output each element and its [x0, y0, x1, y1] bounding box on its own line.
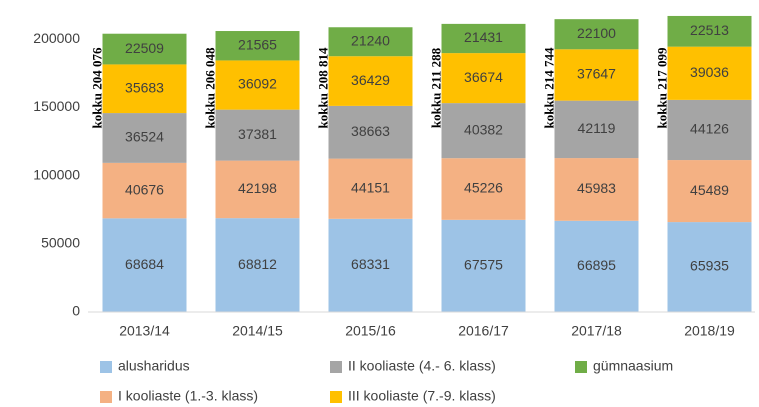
legend-label: gümnaasium: [593, 358, 673, 374]
y-tick-label: 0: [72, 303, 80, 319]
bar-segment: [215, 160, 300, 219]
legend-swatch: [100, 391, 112, 403]
total-annotation: kokku 208 814: [315, 47, 330, 128]
bar-segment: [667, 222, 752, 312]
value-label: 36674: [464, 69, 503, 85]
bar-segment: [441, 158, 526, 220]
x-tick-label: 2018/19: [684, 323, 735, 339]
legend-label: II kooliaste (4.- 6. klass): [348, 358, 496, 374]
y-tick-label: 150000: [33, 98, 80, 114]
value-label: 22509: [125, 40, 164, 56]
value-label: 45226: [464, 180, 503, 196]
value-label: 22513: [690, 22, 729, 38]
value-label: 35683: [125, 79, 164, 95]
bar-segment: [102, 33, 187, 65]
bar-segment: [215, 31, 300, 61]
bar-segment: [215, 60, 300, 110]
bar-segment: [554, 220, 639, 312]
value-label: 67575: [464, 257, 503, 273]
bar-segment: [441, 103, 526, 159]
value-label: 21240: [351, 32, 390, 48]
bar-segment: [441, 53, 526, 104]
x-tick-label: 2016/17: [458, 323, 509, 339]
bar-segment: [667, 15, 752, 47]
bar-segment: [215, 109, 300, 161]
legend-swatch: [330, 391, 342, 403]
bar-segment: [328, 218, 413, 312]
total-annotation: kokku 214 744: [541, 47, 556, 128]
bar-segment: [102, 64, 187, 114]
legend-label: III kooliaste (7.-9. klass): [348, 388, 496, 404]
value-label: 36524: [125, 129, 164, 145]
legend-swatch: [575, 361, 587, 373]
legend-swatch: [100, 361, 112, 373]
bar-segment: [102, 113, 187, 163]
value-label: 45983: [577, 180, 616, 196]
bar-segment: [328, 105, 413, 159]
value-label: 66895: [577, 257, 616, 273]
bar-segment: [102, 218, 187, 312]
value-label: 38663: [351, 123, 390, 139]
value-label: 37381: [238, 126, 277, 142]
bar-segment: [667, 160, 752, 223]
value-label: 44151: [351, 179, 390, 195]
value-label: 65935: [690, 258, 729, 274]
value-label: 36429: [351, 72, 390, 88]
bar-segment: [667, 99, 752, 161]
total-annotation: kokku 211 288: [428, 47, 443, 128]
bar-segment: [328, 27, 413, 57]
value-label: 40676: [125, 181, 164, 197]
bar-segment: [554, 49, 639, 101]
bar-segment: [667, 46, 752, 100]
value-label: 21565: [238, 36, 277, 52]
total-annotation: kokku 206 048: [202, 47, 217, 128]
x-tick-label: 2017/18: [571, 323, 622, 339]
value-label: 42198: [238, 180, 277, 196]
total-annotation: kokku 204 076: [89, 47, 104, 128]
value-label: 42119: [578, 120, 616, 136]
value-label: 44126: [690, 121, 729, 137]
bar-segment: [554, 19, 639, 50]
x-tick-label: 2015/16: [345, 323, 396, 339]
x-tick-label: 2013/14: [119, 323, 170, 339]
value-label: 45489: [690, 182, 729, 198]
x-tick-label: 2014/15: [232, 323, 283, 339]
value-label: 68331: [351, 256, 390, 272]
value-label: 22100: [577, 25, 616, 41]
y-tick-label: 50000: [41, 235, 80, 251]
legend-label: I kooliaste (1.-3. klass): [118, 388, 258, 404]
bar-segment: [215, 218, 300, 312]
bar-segment: [554, 100, 639, 159]
value-label: 21431: [464, 29, 503, 45]
value-label: 40382: [464, 121, 503, 137]
legend-swatch: [330, 361, 342, 373]
value-label: 68812: [238, 256, 277, 272]
bar-segment: [328, 158, 413, 219]
total-annotation: kokku 217 099: [654, 47, 669, 128]
legend-label: alusharidus: [118, 358, 190, 374]
bar-segment: [328, 56, 413, 106]
bar-segment: [554, 158, 639, 221]
bar-segment: [441, 23, 526, 54]
value-label: 36092: [238, 76, 277, 92]
y-tick-label: 200000: [33, 30, 80, 46]
y-tick-label: 100000: [33, 166, 80, 182]
value-label: 68684: [125, 256, 164, 272]
bar-segment: [441, 219, 526, 312]
bar-segment: [102, 162, 187, 219]
value-label: 39036: [690, 64, 729, 80]
value-label: 37647: [577, 66, 616, 82]
